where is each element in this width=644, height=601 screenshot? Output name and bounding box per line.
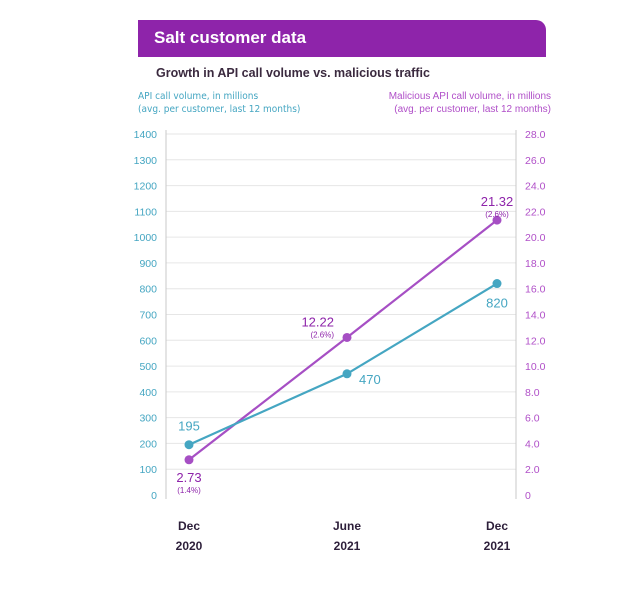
- left-tick-label: 1100: [134, 206, 157, 218]
- left-tick-label: 200: [139, 438, 157, 450]
- x-tick-label-year: 2021: [334, 539, 361, 553]
- malicious-volume-point: [492, 215, 502, 225]
- malicious-volume-data-label: 12.22: [301, 314, 334, 329]
- right-tick-label: 14.0: [525, 310, 546, 322]
- right-tick-label: 10.0: [525, 361, 546, 373]
- chart-title: Growth in API call volume vs. malicious …: [156, 66, 430, 80]
- x-tick-label-month: June: [333, 519, 361, 533]
- right-axis-label-line-1: Malicious API call volume, in millions: [388, 91, 551, 102]
- left-tick-label: 0: [151, 490, 157, 502]
- malicious-volume-percent-label: (1.4%): [177, 486, 201, 495]
- right-tick-label: 2.0: [525, 464, 540, 476]
- right-tick-label: 20.0: [525, 232, 546, 244]
- right-tick-label: 4.0: [525, 438, 540, 450]
- left-axis-label: API call volume, in millions (avg. per c…: [138, 91, 300, 116]
- right-tick-label: 26.0: [525, 155, 546, 167]
- malicious-volume-data-label: 2.73: [176, 470, 201, 485]
- right-tick-label: 12.0: [525, 335, 546, 347]
- x-tick-label-month: Dec: [178, 519, 200, 533]
- api-volume-data-label: 195: [178, 419, 200, 434]
- left-tick-label: 600: [139, 335, 157, 347]
- left-tick-label: 1400: [134, 129, 158, 141]
- right-tick-label: 22.0: [525, 206, 546, 218]
- left-tick-label: 500: [139, 361, 157, 373]
- api-volume-data-label: 820: [486, 296, 508, 311]
- left-tick-label: 1300: [134, 155, 158, 167]
- x-tick-label-year: 2020: [176, 539, 203, 553]
- left-axis-label-line-1: API call volume, in millions: [138, 91, 259, 102]
- left-axis-label-line-2: (avg. per customer, last 12 months): [138, 103, 301, 115]
- left-tick-label: 1200: [134, 181, 158, 193]
- malicious-volume-point: [342, 332, 352, 342]
- left-tick-label: 100: [139, 464, 157, 476]
- right-tick-label: 0: [525, 490, 531, 502]
- api-volume-point: [184, 440, 194, 450]
- header-banner: Salt customer data: [138, 20, 546, 57]
- api-volume-point: [342, 369, 352, 379]
- right-axis-label-line-2: (avg. per customer, last 12 months): [394, 103, 551, 115]
- right-tick-label: 16.0: [525, 284, 546, 296]
- api-volume-line: [188, 282, 498, 446]
- left-tick-label: 300: [139, 413, 157, 425]
- right-tick-label: 24.0: [525, 181, 546, 193]
- left-tick-label: 800: [139, 284, 157, 296]
- api-volume-data-label: 470: [359, 372, 381, 387]
- malicious-volume-point: [184, 455, 194, 465]
- malicious-volume-percent-label: (2.6%): [310, 330, 334, 339]
- right-axis-label: Malicious API call volume, in millions (…: [389, 91, 551, 116]
- left-tick-label: 700: [139, 310, 157, 322]
- api-volume-point: [492, 279, 502, 289]
- left-tick-label: 900: [139, 258, 157, 270]
- x-tick-label-month: Dec: [486, 519, 508, 533]
- left-tick-label: 400: [139, 387, 157, 399]
- right-tick-label: 8.0: [525, 387, 540, 399]
- right-tick-label: 6.0: [525, 413, 540, 425]
- right-tick-label: 28.0: [525, 129, 546, 141]
- left-tick-label: 1000: [134, 232, 158, 244]
- banner-title: Salt customer data: [154, 28, 307, 47]
- malicious-volume-data-label: 21.32: [481, 194, 514, 209]
- x-tick-label-year: 2021: [484, 539, 511, 553]
- right-tick-label: 18.0: [525, 258, 546, 270]
- malicious-volume-percent-label: (2.6%): [485, 210, 509, 219]
